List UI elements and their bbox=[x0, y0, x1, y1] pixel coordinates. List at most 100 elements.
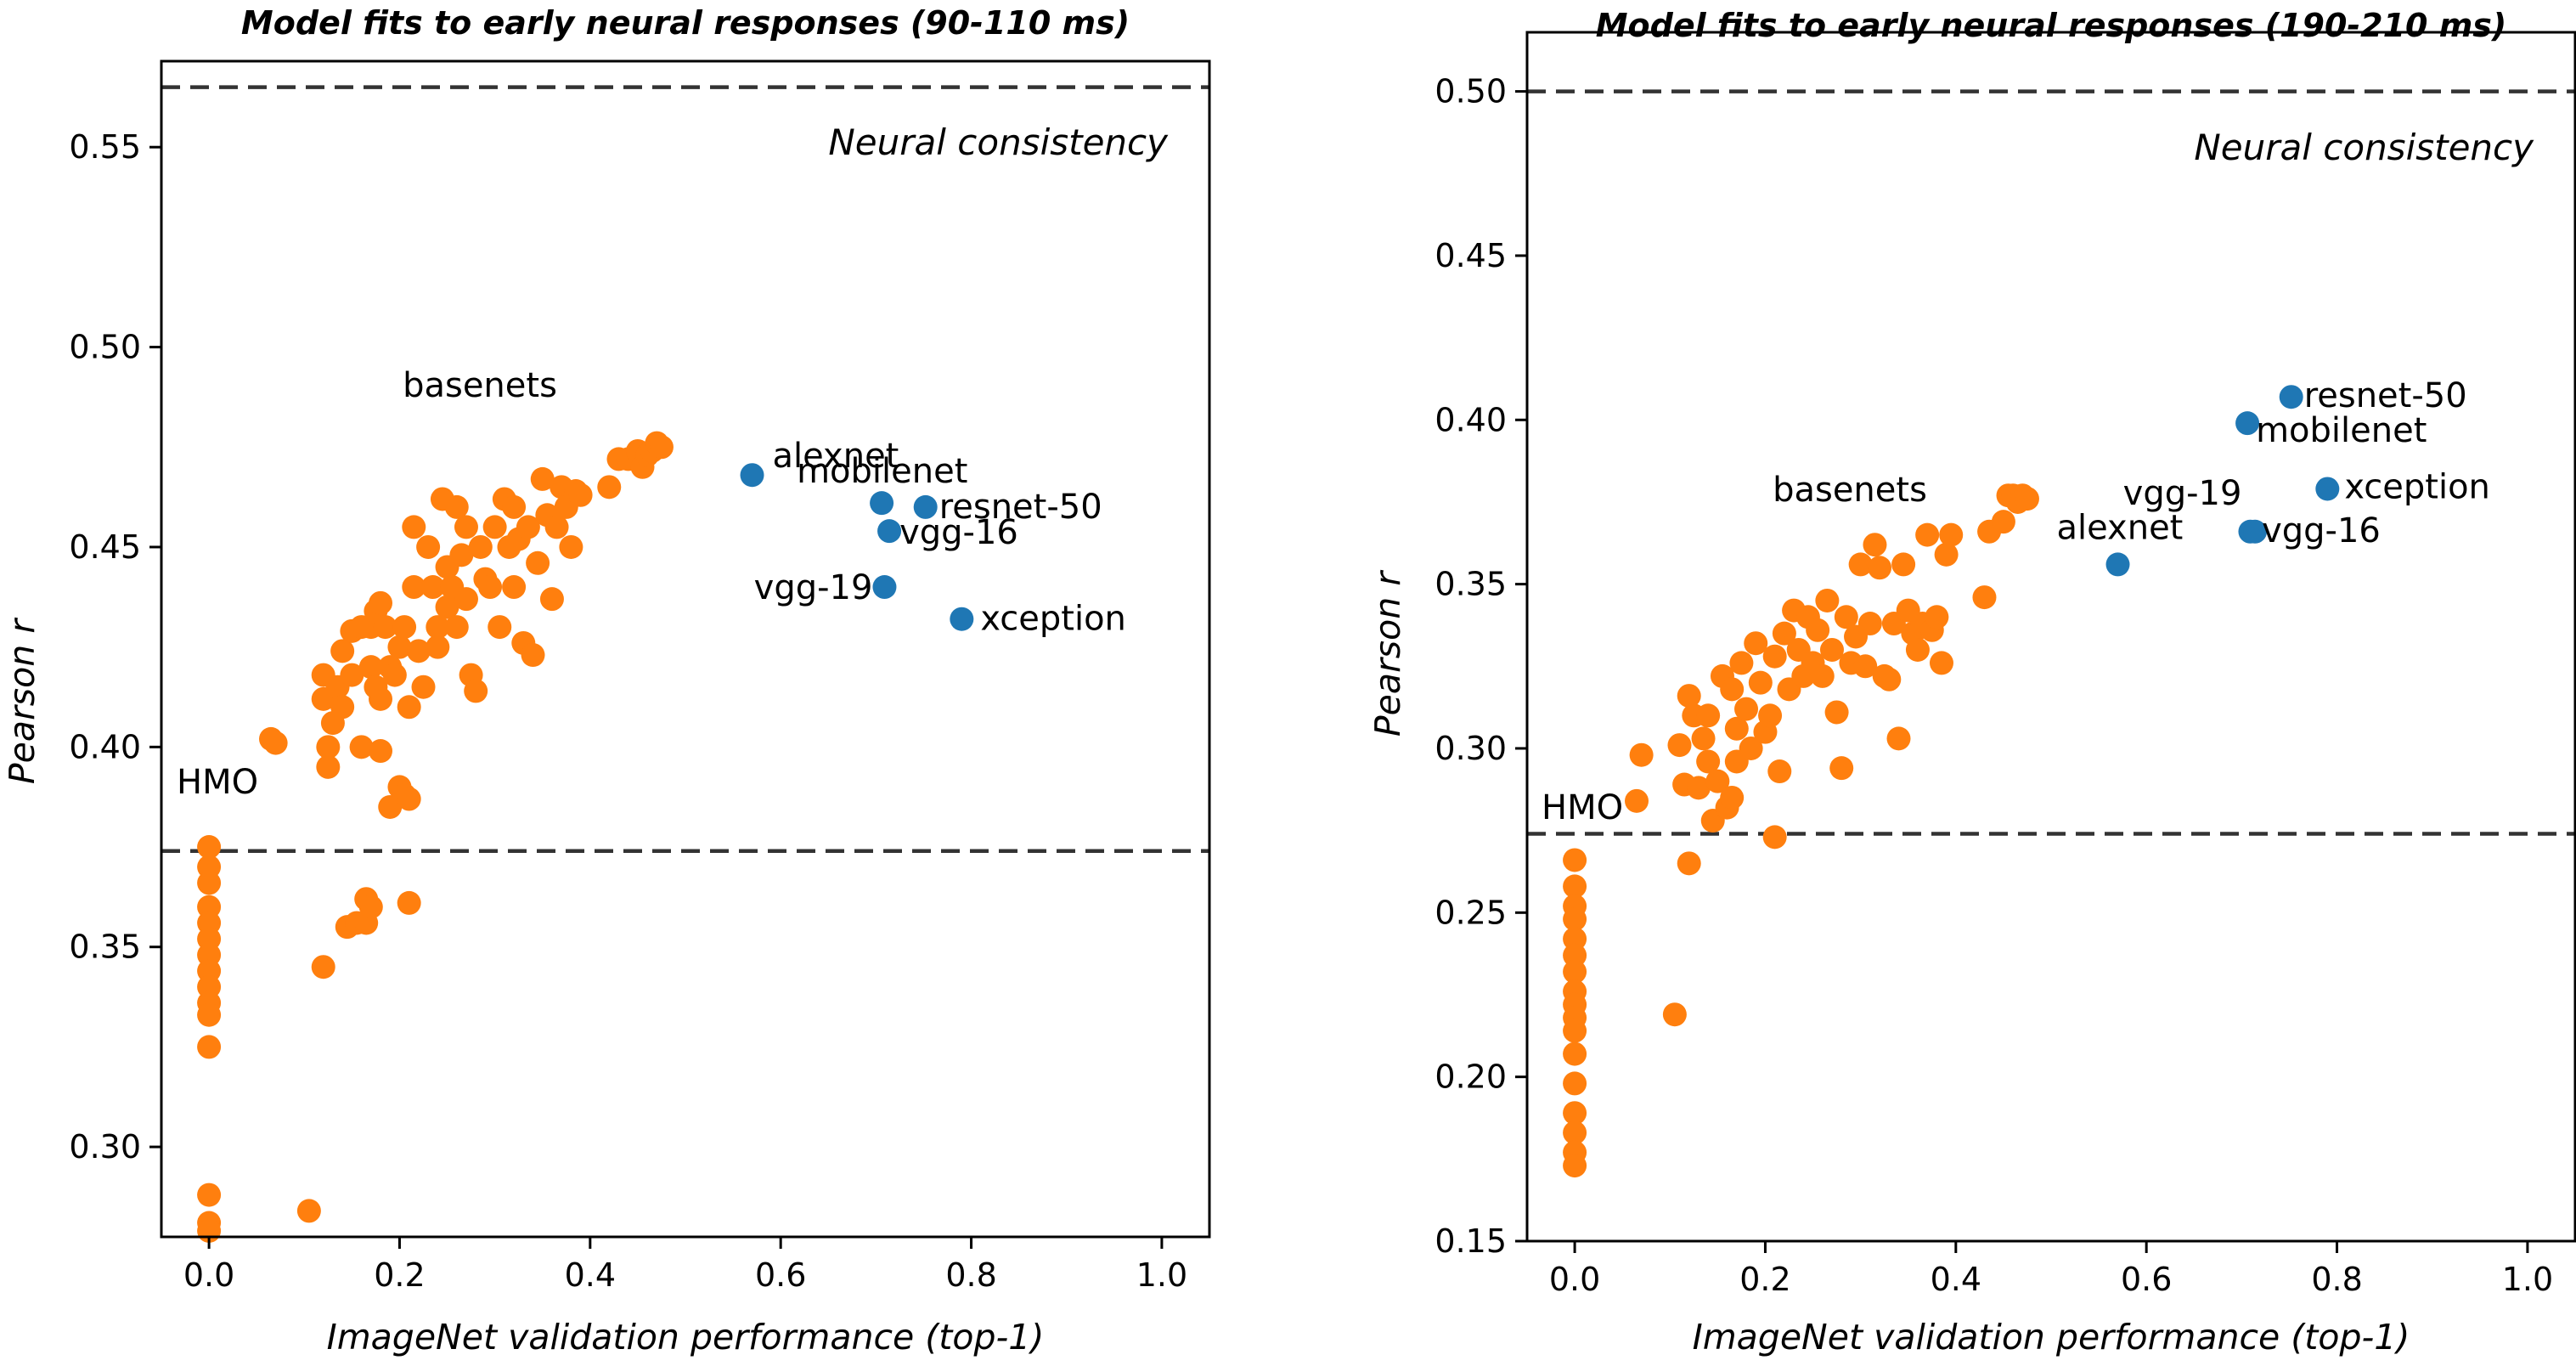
data-point bbox=[454, 587, 478, 612]
data-point bbox=[877, 519, 902, 544]
y-axis-label: Pearson r bbox=[2, 618, 42, 784]
data-point bbox=[397, 787, 421, 811]
data-point bbox=[1662, 1002, 1687, 1027]
plot-area: Neural consistency HMO alexnetmobilenetres… bbox=[69, 59, 1211, 1294]
data-point bbox=[2015, 487, 2039, 511]
data-point bbox=[526, 550, 550, 575]
y-tick-label: 0.35 bbox=[1435, 566, 1507, 603]
data-point bbox=[358, 655, 383, 680]
data-point bbox=[1891, 552, 1916, 577]
data-point bbox=[1853, 654, 1878, 679]
data-point bbox=[416, 534, 441, 559]
data-point bbox=[1696, 749, 1721, 774]
data-point bbox=[449, 543, 474, 567]
data-point bbox=[502, 575, 527, 600]
data-point bbox=[369, 590, 393, 615]
data-point bbox=[406, 639, 431, 663]
data-point bbox=[1905, 637, 1930, 662]
data-point bbox=[649, 435, 674, 460]
data-point bbox=[1720, 785, 1745, 810]
data-point bbox=[1824, 700, 1849, 725]
y-tick-label: 0.20 bbox=[1435, 1058, 1507, 1096]
x-tick-label: 0.2 bbox=[1739, 1261, 1790, 1298]
x-tick-label: 0.6 bbox=[755, 1256, 806, 1294]
chart-panel-right: Model fits to early neural responses (19… bbox=[1367, 7, 2576, 1358]
data-point bbox=[1929, 651, 1953, 675]
data-point bbox=[392, 615, 417, 640]
data-point bbox=[468, 534, 493, 559]
data-point bbox=[1991, 510, 2015, 534]
data-point bbox=[1848, 552, 1873, 577]
point-annotation: alexnet bbox=[2057, 508, 2184, 547]
data-point bbox=[1815, 588, 1840, 612]
x-axis-label: ImageNet validation performance (top-1) bbox=[327, 1317, 1045, 1358]
data-point bbox=[1563, 943, 1587, 968]
data-point bbox=[488, 615, 512, 640]
data-point bbox=[539, 587, 564, 612]
point-annotation: vgg-19 bbox=[754, 568, 873, 607]
data-point bbox=[478, 575, 503, 600]
data-point bbox=[397, 695, 421, 720]
data-point bbox=[1563, 959, 1587, 984]
y-axis-label: Pearson r bbox=[1367, 570, 1408, 737]
data-point bbox=[1810, 663, 1835, 688]
data-point bbox=[1758, 703, 1783, 728]
x-tick-label: 0.0 bbox=[1549, 1261, 1600, 1298]
point-annotation: basenets bbox=[403, 366, 557, 405]
data-point bbox=[358, 895, 383, 919]
data-point bbox=[197, 1002, 222, 1027]
y-tick-label: 0.45 bbox=[1435, 237, 1507, 274]
data-point bbox=[1739, 736, 1763, 760]
point-annotation: mobilenet bbox=[797, 452, 967, 491]
data-point bbox=[1939, 522, 1964, 547]
data-point bbox=[1748, 670, 1773, 695]
data-point bbox=[1915, 522, 1940, 547]
reference-line-label: Neural consistency bbox=[828, 121, 1169, 163]
data-point bbox=[521, 643, 545, 668]
data-point bbox=[1972, 585, 1997, 610]
data-point bbox=[568, 483, 593, 507]
data-point bbox=[330, 639, 355, 663]
data-point bbox=[1762, 644, 1787, 669]
point-annotation: resnet-50 bbox=[2304, 376, 2467, 415]
y-tick-label: 0.40 bbox=[1435, 401, 1507, 438]
data-point bbox=[1691, 726, 1716, 751]
y-tick-label: 0.30 bbox=[1435, 730, 1507, 767]
y-tick-label: 0.25 bbox=[1435, 894, 1507, 931]
y-tick-label: 0.15 bbox=[1435, 1222, 1507, 1260]
data-point bbox=[1696, 703, 1721, 728]
data-point bbox=[197, 1183, 222, 1207]
x-tick-label: 0.4 bbox=[565, 1256, 616, 1294]
point-annotation: mobilenet bbox=[2256, 411, 2427, 450]
data-point bbox=[2279, 385, 2303, 409]
point-annotation: vgg-16 bbox=[899, 513, 1018, 552]
data-point bbox=[263, 731, 288, 755]
data-point bbox=[1667, 733, 1692, 758]
plot-frame bbox=[1525, 31, 2576, 1243]
data-point bbox=[444, 494, 469, 519]
x-tick-label: 1.0 bbox=[2502, 1261, 2553, 1298]
data-point bbox=[1705, 769, 1730, 793]
data-point bbox=[1857, 612, 1882, 636]
data-point bbox=[1563, 1071, 1587, 1096]
data-point bbox=[411, 675, 436, 699]
data-point bbox=[464, 679, 488, 703]
data-point bbox=[1563, 1101, 1587, 1126]
data-point bbox=[1563, 848, 1587, 872]
data-point bbox=[1806, 618, 1830, 642]
data-point bbox=[2243, 519, 2268, 544]
data-point bbox=[1767, 759, 1792, 784]
data-point bbox=[387, 635, 412, 659]
data-point bbox=[435, 595, 459, 619]
data-point bbox=[296, 1199, 321, 1223]
data-point bbox=[1772, 621, 1796, 646]
data-point bbox=[382, 663, 407, 687]
point-annotation: resnet-50 bbox=[939, 488, 1102, 527]
chart-panel-left: Model fits to early neural responses (90… bbox=[2, 4, 1211, 1358]
data-point bbox=[544, 515, 569, 539]
data-point bbox=[1563, 927, 1587, 951]
chart-title: Model fits to early neural responses (90… bbox=[241, 4, 1130, 42]
point-annotation: xception bbox=[2344, 467, 2490, 506]
data-point bbox=[1868, 556, 1892, 580]
